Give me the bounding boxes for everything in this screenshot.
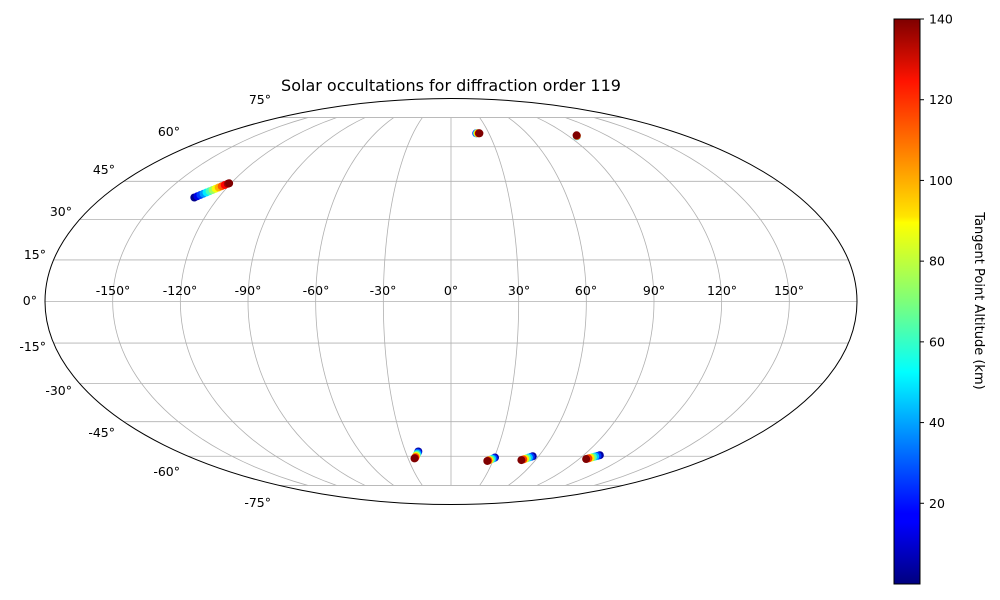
y-tick-label: -75° xyxy=(244,495,271,510)
colorbar: 20 40 60 80 100 120 140 Tangent Point Altitude… xyxy=(893,12,986,585)
y-tick-label: 75° xyxy=(249,92,271,107)
x-tick-label: -150° xyxy=(96,283,131,298)
x-tick-label: 150° xyxy=(774,283,804,298)
x-tick-label: -60° xyxy=(303,283,330,298)
map-boundary xyxy=(44,98,858,505)
colorbar-tick-label: 140 xyxy=(929,12,953,27)
plot-area xyxy=(44,98,858,505)
colorbar-label: Tangent Point Altitude (km) xyxy=(971,211,986,389)
y-tick-label: -15° xyxy=(19,339,46,354)
data-points xyxy=(190,129,604,465)
y-tick-label: 45° xyxy=(93,162,115,177)
x-tick-label: -30° xyxy=(370,283,397,298)
y-tick-label: 30° xyxy=(50,204,72,219)
data-point xyxy=(572,131,581,140)
colorbar-ticks: 20 40 60 80 100 120 140 xyxy=(920,12,953,511)
y-tick-label: -60° xyxy=(153,464,180,479)
colorbar-tick-label: 80 xyxy=(929,254,945,269)
colorbar-tick-label: 120 xyxy=(929,92,953,107)
data-point xyxy=(225,179,234,188)
y-tick-label: 15° xyxy=(24,247,46,262)
data-point xyxy=(582,455,591,464)
y-tick-label: 0° xyxy=(23,293,37,308)
colorbar-tick-label: 100 xyxy=(929,173,953,188)
data-point xyxy=(410,454,419,463)
y-tick-labels: -75° -60° -45° -30° -15° 0° 15° 30° 45° … xyxy=(19,92,271,510)
x-tick-label: -90° xyxy=(235,283,262,298)
y-tick-label: -45° xyxy=(88,425,115,440)
grid-parallels xyxy=(45,117,857,486)
data-point xyxy=(475,129,484,138)
colorbar-tick-label: 40 xyxy=(929,415,945,430)
colorbar-tick-label: 60 xyxy=(929,334,945,349)
x-tick-label: 60° xyxy=(575,283,597,298)
chart-title: Solar occultations for diffraction order… xyxy=(281,76,621,95)
x-tick-label: 30° xyxy=(508,283,530,298)
data-point xyxy=(517,456,526,465)
y-tick-label: 60° xyxy=(158,124,180,139)
data-point xyxy=(483,456,492,465)
x-tick-label: -120° xyxy=(163,283,198,298)
colorbar-gradient xyxy=(893,18,921,585)
y-tick-label: -30° xyxy=(45,383,72,398)
x-tick-label: 90° xyxy=(643,283,665,298)
x-tick-label: 0° xyxy=(444,283,458,298)
colorbar-tick-label: 20 xyxy=(929,496,945,511)
x-tick-label: 120° xyxy=(707,283,737,298)
x-tick-labels: -150° -120° -90° -60° -30° 0° 30° 60° 90… xyxy=(96,283,804,298)
